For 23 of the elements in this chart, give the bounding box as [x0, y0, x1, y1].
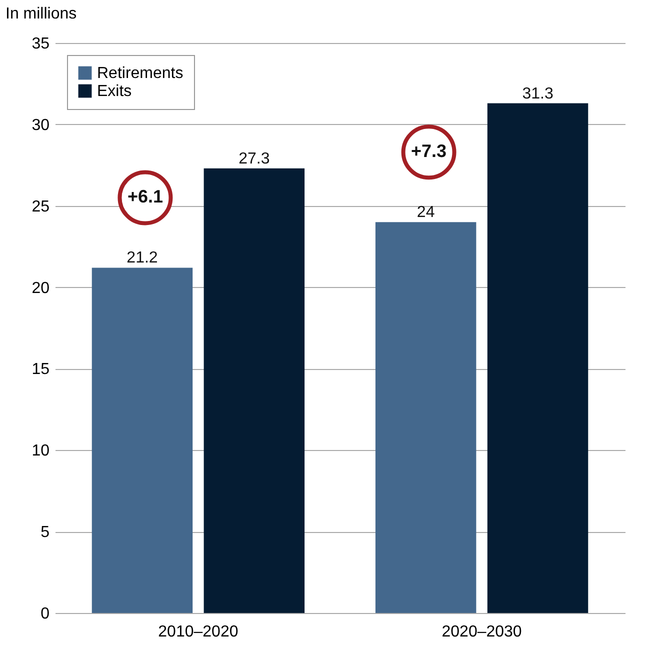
y-tick-label: 25 [32, 198, 50, 216]
x-tick-label: 2010–2020 [158, 624, 238, 640]
data-label: 27.3 [238, 150, 270, 168]
y-axis-title: In millions [6, 6, 77, 22]
legend-label: Retirements [97, 65, 184, 82]
data-label: 21.2 [126, 250, 158, 267]
bar [487, 103, 588, 613]
y-tick-label: 0 [40, 606, 50, 622]
bar [92, 268, 193, 613]
annotation: +7.3 [411, 141, 447, 162]
annotation: +6.1 [127, 186, 163, 207]
y-tick-label: 35 [32, 36, 50, 52]
y-tick-label: 5 [40, 524, 50, 542]
data-label: 31.3 [522, 85, 554, 102]
y-tick-label: 15 [32, 361, 50, 378]
x-tick-label: 2020–2030 [442, 624, 522, 640]
bar [204, 168, 305, 613]
data-label: 24 [416, 204, 435, 222]
y-tick-label: 30 [32, 116, 50, 134]
legend-label: Exits [97, 83, 132, 100]
bar [375, 222, 476, 613]
y-tick-label: 20 [32, 280, 50, 297]
y-tick-label: 10 [32, 442, 50, 460]
